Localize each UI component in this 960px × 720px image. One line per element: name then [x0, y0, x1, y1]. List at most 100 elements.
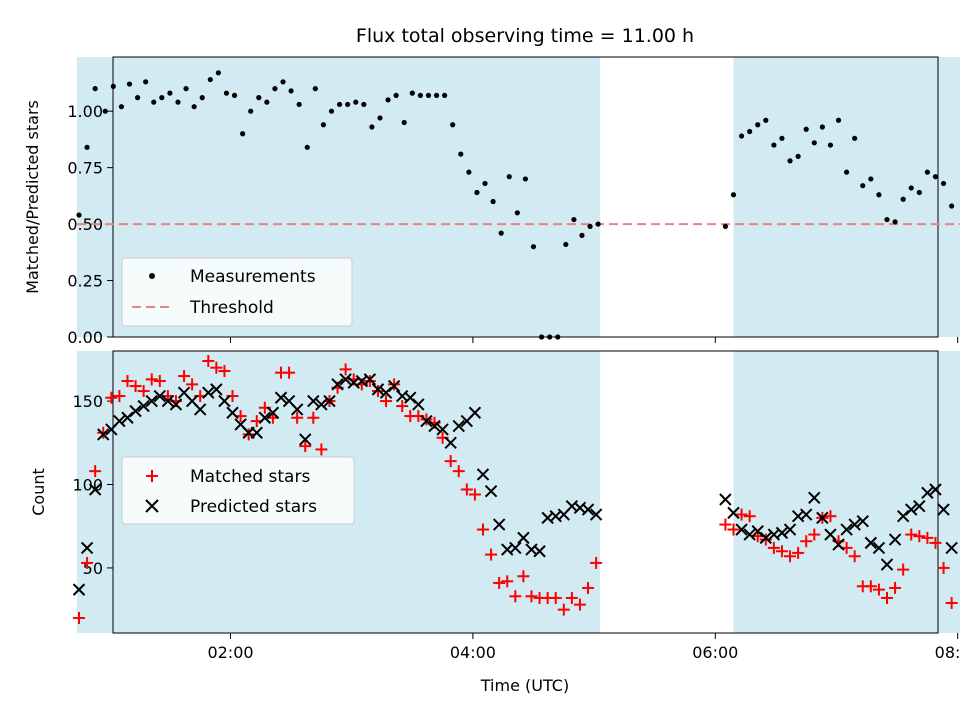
predicted-stars-point	[129, 404, 142, 418]
measurement-point	[860, 183, 866, 189]
matched-stars-point	[590, 556, 603, 569]
legend-label-matched: Matched stars	[190, 467, 310, 487]
predicted-stars-point	[420, 414, 433, 428]
measurement-point	[747, 128, 753, 135]
measurement-point	[466, 169, 472, 175]
measurement-point	[353, 99, 359, 105]
predicted-stars-point	[492, 518, 506, 531]
measurement-point	[595, 221, 601, 227]
predicted-stars-point	[153, 389, 167, 403]
matched-stars-point	[767, 541, 780, 554]
measurement-point	[296, 101, 302, 108]
predicted-stars-point	[476, 468, 490, 481]
measurement-point	[458, 151, 464, 157]
bottom-x-label: Time (UTC)	[480, 676, 569, 695]
predicted-stars-point	[363, 373, 377, 386]
predicted-stars-point	[517, 531, 530, 545]
measurement-point	[763, 117, 769, 123]
bottom-y-tick-label: 50	[83, 559, 103, 578]
predicted-stars-point	[589, 508, 603, 521]
matched-stars-point	[468, 488, 481, 501]
matched-stars-point	[363, 375, 376, 388]
legend-marker-predicted	[145, 499, 159, 513]
measurement-point	[787, 158, 793, 164]
matched-stars-point	[525, 590, 538, 603]
bottom-x-tick-label: 08:00	[935, 643, 960, 662]
predicted-stars-points	[72, 373, 958, 596]
matched-stars-point	[89, 465, 102, 478]
predicted-stars-point	[719, 493, 732, 506]
measurement-point	[803, 126, 809, 132]
measurement-point	[361, 101, 367, 108]
top-panel: 0.000.250.500.751.00 Matched/Predicted s…	[23, 56, 960, 347]
bottom-legend-box	[121, 456, 355, 525]
measurement-point	[433, 92, 440, 98]
predicted-stars-point	[323, 394, 336, 408]
matched-stars-point	[218, 365, 231, 378]
measurement-point	[498, 230, 504, 236]
matched-stars-point	[452, 465, 465, 478]
measurement-point	[151, 99, 157, 105]
top-y-label: Matched/Predicted stars	[23, 100, 42, 294]
predicted-stars-point	[72, 583, 86, 596]
matched-stars-point	[743, 510, 756, 523]
measurement-point	[900, 196, 906, 202]
measurement-point	[908, 185, 914, 191]
measurement-point	[304, 144, 310, 150]
predicted-stars-point	[339, 373, 352, 386]
measurement-point	[482, 180, 488, 187]
measurement-point	[547, 334, 553, 340]
measurement-point	[738, 133, 745, 139]
matched-stars-point	[517, 570, 530, 583]
predicted-stars-point	[824, 528, 837, 541]
measurement-point	[892, 219, 898, 225]
matched-stars-point	[582, 581, 595, 594]
matched-stars-point	[283, 366, 296, 379]
measurement-point	[522, 176, 529, 182]
matched-stars-point	[388, 378, 401, 391]
matched-stars-point	[242, 428, 255, 441]
matched-stars-point	[186, 378, 199, 391]
predicted-stars-point	[371, 383, 385, 396]
predicted-stars-point	[484, 484, 498, 498]
predicted-stars-point	[88, 483, 102, 496]
matched-stars-point	[727, 523, 740, 536]
measurement-point	[571, 216, 577, 223]
matched-stars-point	[202, 355, 215, 368]
matched-stars-point	[565, 591, 578, 604]
predicted-stars-point	[743, 528, 756, 541]
measurement-point	[932, 174, 939, 180]
measurement-point	[924, 169, 931, 175]
predicted-stars-point	[145, 394, 158, 408]
matched-stars-point	[775, 545, 788, 558]
measurement-point	[795, 153, 801, 159]
measurement-point	[223, 90, 230, 96]
predicted-stars-point	[735, 523, 748, 536]
predicted-stars-point	[258, 411, 272, 424]
matched-stars-point	[913, 530, 926, 543]
measurement-point	[248, 108, 254, 114]
measurement-point	[771, 142, 777, 148]
measurement-point	[844, 169, 850, 175]
bottom-y-label: Count	[29, 468, 48, 516]
predicted-stars-point	[905, 503, 918, 516]
predicted-stars-point	[218, 394, 231, 408]
predicted-stars-point	[816, 511, 829, 525]
legend-marker-measurements	[149, 273, 155, 279]
measurement-point	[191, 104, 197, 110]
measurement-point	[490, 198, 496, 205]
matched-stars-point	[921, 531, 934, 544]
measurement-point	[949, 203, 955, 209]
predicted-stars-point	[929, 483, 942, 496]
predicted-stars-point	[468, 406, 482, 419]
measurement-point	[175, 99, 181, 105]
predicted-stars-point	[274, 391, 288, 404]
predicted-stars-point	[436, 423, 449, 436]
measurement-point	[345, 101, 351, 108]
measurement-point	[916, 189, 922, 196]
measurement-point	[409, 90, 415, 96]
predicted-stars-point	[444, 436, 457, 449]
measurement-point	[328, 108, 335, 114]
matched-stars-point	[501, 575, 514, 588]
